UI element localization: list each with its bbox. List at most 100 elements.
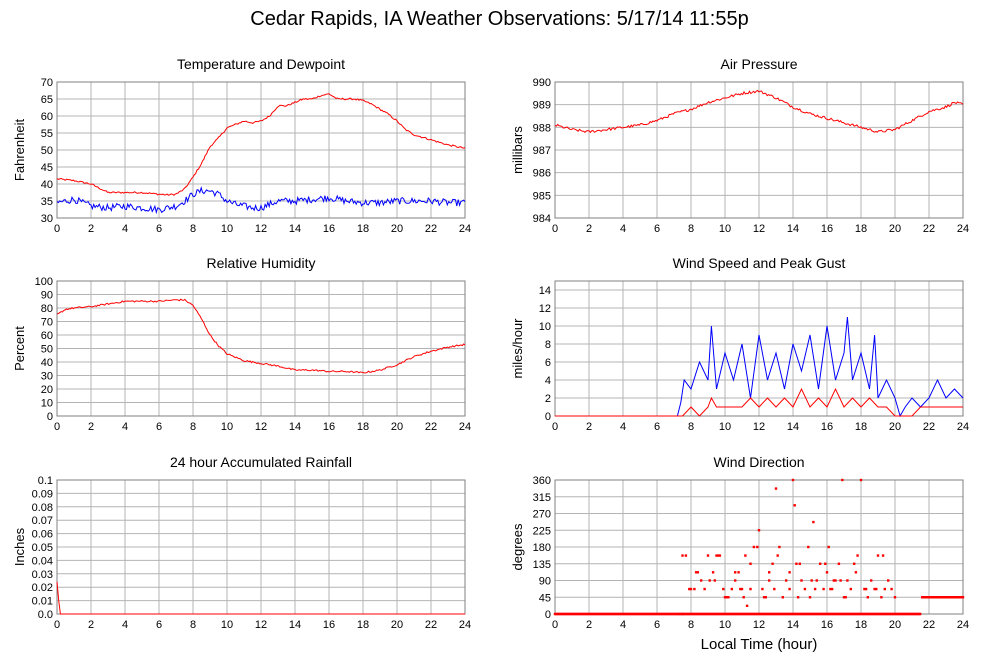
data-point	[887, 579, 890, 582]
data-point	[776, 554, 779, 557]
x-tick-label: 4	[122, 619, 128, 631]
x-tick-label: 16	[821, 421, 833, 433]
chart-title: Wind Direction	[713, 454, 804, 470]
data-point	[890, 587, 893, 591]
data-point	[810, 579, 813, 582]
data-point	[740, 587, 744, 591]
y-tick-label: 60	[41, 330, 53, 342]
x-tick-label: 20	[391, 223, 403, 235]
y-tick-label: 0.06	[32, 529, 53, 541]
data-point	[713, 579, 716, 582]
chart-title: Wind Speed and Peak Gust	[673, 255, 846, 271]
x-tick-label: 16	[323, 223, 335, 235]
data-point	[870, 579, 873, 582]
x-tick-label: 18	[855, 619, 867, 631]
data-point	[696, 571, 699, 574]
x-tick-label: 22	[923, 223, 935, 235]
x-tick-label: 6	[156, 619, 162, 631]
x-tick-label: 16	[323, 421, 335, 433]
x-tick-label: 0	[552, 421, 558, 433]
data-point	[824, 562, 827, 565]
data-point	[883, 587, 886, 591]
y-tick-label: 100	[35, 276, 53, 288]
data-point	[749, 562, 752, 565]
x-tick-label: 18	[855, 223, 867, 235]
data-point	[768, 579, 771, 582]
data-point	[846, 579, 849, 582]
y-tick-label: 0.09	[32, 488, 53, 500]
data-point	[849, 587, 852, 591]
series-line	[555, 387, 963, 417]
y-tick-label: 0.01	[32, 596, 53, 608]
x-tick-label: 22	[923, 619, 935, 631]
y-tick-label: 0.08	[32, 502, 53, 514]
series-line	[555, 316, 964, 418]
x-tick-label: 4	[620, 223, 626, 235]
data-point	[742, 596, 745, 599]
y-tick-label: 270	[533, 509, 551, 521]
y-tick-label: 360	[533, 475, 551, 487]
x-tick-label: 22	[425, 223, 437, 235]
y-tick-label: 70	[41, 317, 53, 329]
y-tick-label: 0.05	[32, 542, 53, 554]
data-point	[815, 579, 818, 582]
y-tick-label: 4	[545, 375, 551, 387]
x-tick-label: 20	[889, 421, 901, 433]
plot-frame	[554, 81, 964, 219]
x-tick-label: 10	[221, 223, 233, 235]
data-point	[722, 587, 725, 591]
x-tick-label: 24	[459, 421, 471, 433]
x-tick-label: 6	[156, 421, 162, 433]
data-point	[812, 520, 815, 524]
data-point	[880, 596, 883, 599]
y-axis-label: miles/hour	[510, 318, 525, 379]
y-tick-label: 985	[533, 190, 551, 202]
data-point	[768, 571, 771, 574]
data-point	[785, 579, 788, 582]
data-point	[844, 596, 847, 599]
y-tick-label: 2	[545, 393, 551, 405]
data-point	[752, 545, 756, 549]
y-tick-label: 0	[545, 609, 551, 621]
x-tick-label: 14	[787, 421, 799, 433]
data-point	[715, 554, 718, 557]
y-tick-label: 0.1	[38, 475, 53, 487]
y-tick-label: 65	[41, 94, 53, 106]
data-point	[730, 587, 733, 591]
data-point	[795, 562, 798, 565]
y-tick-label: 0.07	[32, 515, 53, 527]
x-tick-label: 24	[459, 619, 471, 631]
data-point	[863, 587, 866, 591]
data-point	[856, 554, 859, 557]
y-tick-label: 0.02	[32, 582, 53, 594]
x-tick-label: 4	[620, 619, 626, 631]
y-tick-label: 8	[545, 339, 551, 351]
data-point	[706, 554, 710, 557]
data-point	[853, 562, 856, 565]
data-point	[819, 562, 822, 565]
x-tick-label: 12	[753, 421, 765, 433]
data-point	[778, 545, 781, 549]
y-tick-label: 0	[47, 411, 53, 423]
x-tick-label: 14	[787, 619, 799, 631]
x-tick-label: 24	[459, 223, 471, 235]
x-tick-label: 14	[787, 223, 799, 235]
x-tick-label: 18	[357, 223, 369, 235]
y-tick-label: 12	[539, 303, 551, 315]
x-tick-label: 0	[552, 619, 558, 631]
data-point	[881, 554, 885, 557]
data-point	[717, 554, 720, 557]
y-tick-label: 135	[533, 559, 551, 571]
x-tick-label: 8	[190, 619, 196, 631]
y-tick-label: 180	[533, 542, 551, 554]
x-tick-label: 2	[586, 223, 592, 235]
y-axis-label: millibars	[510, 126, 525, 174]
data-point	[749, 587, 752, 591]
y-tick-label: 225	[533, 525, 551, 537]
data-point	[837, 562, 841, 565]
x-tick-label: 24	[957, 223, 969, 235]
data-point	[688, 587, 691, 591]
